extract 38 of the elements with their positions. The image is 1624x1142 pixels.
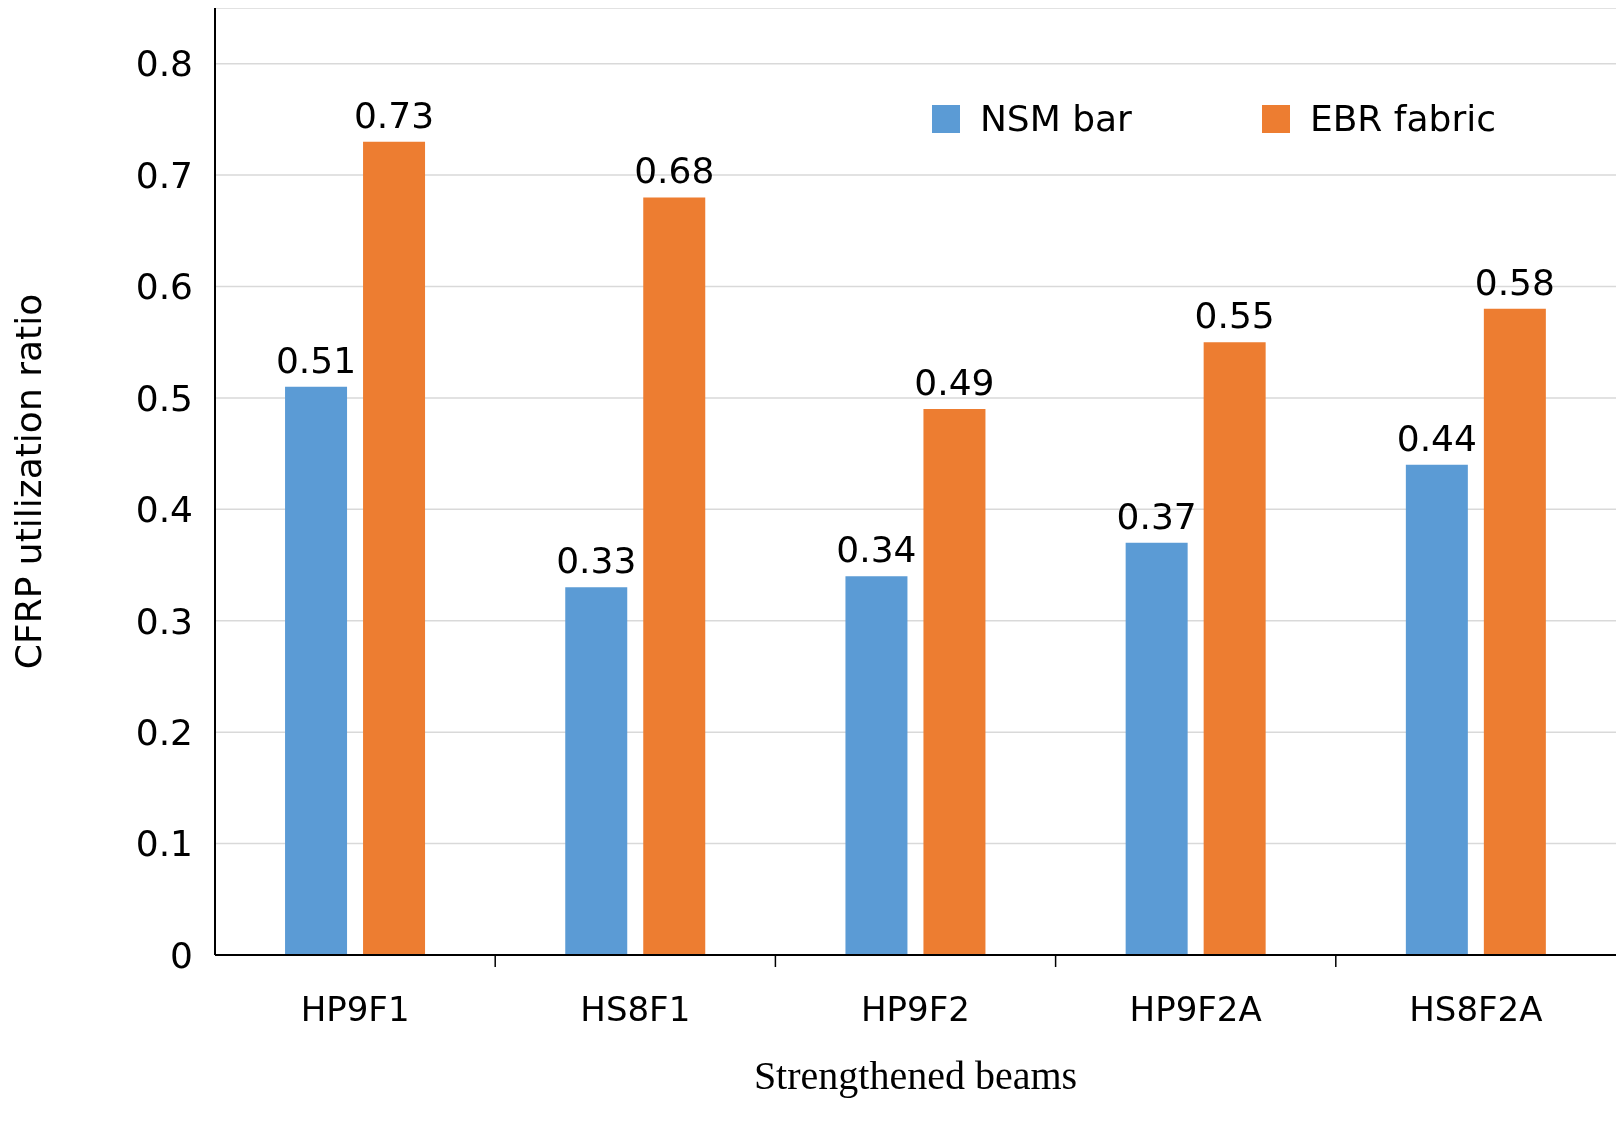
y-tick-label: 0.5	[135, 377, 193, 419]
bar	[1125, 542, 1188, 955]
bar	[845, 576, 908, 955]
data-label: 0.33	[556, 540, 637, 582]
x-tick-label: HP9F2	[861, 989, 970, 1029]
y-tick-label: 0.7	[135, 154, 193, 196]
y-tick-label: 0.3	[135, 600, 193, 642]
data-label: 0.55	[1194, 295, 1275, 337]
x-tick-label: HS8F1	[580, 989, 691, 1029]
x-axis-title: Strengthened beams	[753, 1053, 1078, 1098]
bar	[565, 587, 628, 955]
x-tick-label: HP9F2A	[1129, 989, 1262, 1029]
y-tick-label: 0.8	[135, 43, 193, 85]
bar	[1405, 464, 1468, 955]
y-tick-label: 0	[170, 934, 193, 976]
data-label: 0.68	[634, 150, 715, 192]
bar	[363, 141, 426, 955]
x-tick-label: HP9F1	[300, 989, 410, 1029]
data-label: 0.51	[275, 339, 357, 381]
y-tick-label: 0.2	[135, 711, 193, 753]
bar	[1483, 308, 1546, 955]
x-tick-label: HS8F2A	[1409, 989, 1543, 1029]
data-label: 0.58	[1474, 261, 1555, 303]
bar	[643, 197, 706, 955]
data-label: 0.37	[1116, 495, 1197, 537]
legend-label: EBR fabric	[1309, 98, 1496, 139]
y-tick-label: 0.4	[135, 489, 193, 531]
bar	[1203, 342, 1266, 955]
data-label: 0.44	[1396, 417, 1477, 459]
bar	[923, 409, 986, 955]
legend-label: NSM bar	[979, 98, 1132, 139]
data-label: 0.73	[353, 94, 435, 136]
data-label: 0.49	[914, 362, 995, 404]
y-tick-label: 0.1	[135, 823, 193, 865]
bar	[285, 386, 348, 955]
data-label: 0.34	[836, 529, 917, 571]
y-axis-title: CFRP utilization ratio	[7, 293, 49, 670]
y-tick-label: 0.6	[135, 266, 193, 308]
